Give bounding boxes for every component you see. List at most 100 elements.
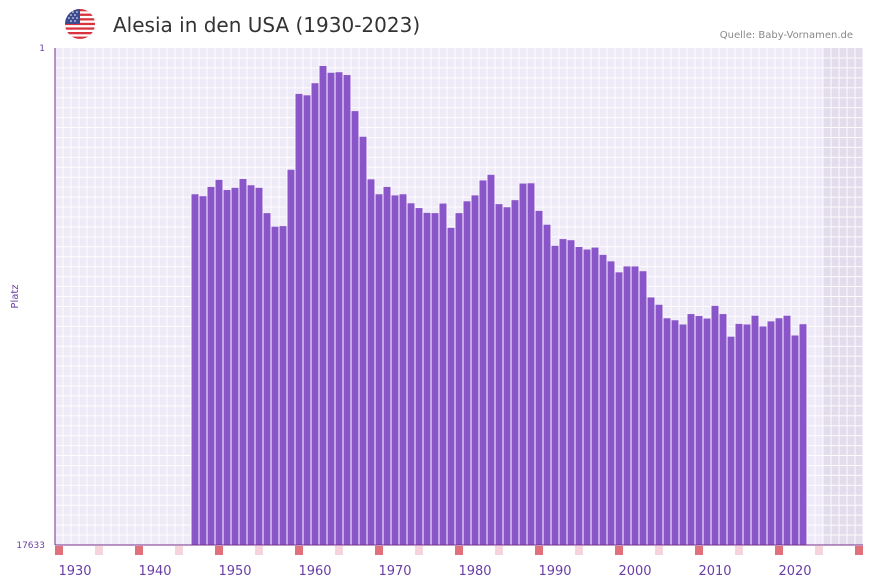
x-tick-label: 2020: [778, 564, 811, 579]
decade-markers: [55, 546, 863, 555]
bar-1958: [295, 93, 303, 546]
bar-1989: [543, 224, 551, 545]
bar-2011: [719, 314, 727, 545]
bar-1998: [615, 272, 623, 545]
year-marker-1943: [175, 546, 183, 555]
year-marker-1958: [295, 546, 303, 555]
bar-1957: [287, 169, 295, 545]
bar-1946: [199, 196, 207, 545]
bar-2012: [727, 336, 735, 545]
bar-1973: [415, 208, 423, 545]
year-marker-1968: [375, 546, 383, 555]
bar-1988: [535, 210, 543, 546]
year-marker-2028: [855, 546, 863, 555]
year-marker-2003: [655, 546, 663, 555]
bar-2007: [687, 314, 695, 545]
bar-1959: [303, 95, 311, 545]
bar-1982: [487, 174, 495, 545]
bar-2002: [647, 297, 655, 545]
bar-1961: [319, 66, 327, 545]
bar-2015: [751, 315, 759, 545]
bar-1977: [447, 227, 455, 545]
bar-1981: [479, 180, 487, 546]
bar-1967: [367, 179, 375, 546]
bar-1987: [527, 183, 535, 545]
bar-1951: [239, 179, 247, 546]
bar-1962: [327, 72, 335, 546]
year-marker-2013: [735, 546, 743, 555]
bar-2001: [639, 271, 647, 545]
bar-2004: [663, 318, 671, 545]
year-marker-1948: [215, 546, 223, 555]
x-tick-label: 1980: [458, 564, 491, 579]
year-marker-2018: [775, 546, 783, 555]
year-marker-1928: [55, 546, 63, 555]
x-tick-label: 1950: [218, 564, 251, 579]
bar-2003: [655, 304, 663, 545]
bar-1963: [335, 72, 343, 546]
bar-1950: [231, 187, 239, 545]
y-tick-label: 1: [39, 44, 45, 54]
bar-1945: [191, 194, 199, 545]
bar-2019: [783, 315, 791, 545]
bar-2010: [711, 305, 719, 545]
bar-1985: [511, 200, 519, 545]
bar-1993: [575, 246, 583, 545]
bar-2016: [759, 326, 767, 545]
bar-1978: [455, 213, 463, 545]
bar-1953: [255, 187, 263, 545]
x-tick-label: 1990: [538, 564, 571, 579]
year-marker-1983: [495, 546, 503, 555]
bar-1952: [247, 185, 255, 545]
bar-1986: [519, 183, 527, 545]
bar-1979: [463, 201, 471, 545]
bar-2020: [791, 335, 799, 545]
x-tick-label: 1960: [298, 564, 331, 579]
x-tick-label: 2000: [618, 564, 651, 579]
bar-2017: [767, 321, 775, 545]
bar-1999: [623, 266, 631, 545]
bar-1970: [391, 195, 399, 545]
bar-1956: [279, 226, 287, 545]
bar-1966: [359, 136, 367, 545]
bar-1991: [559, 239, 567, 546]
bar-1949: [223, 190, 231, 545]
year-marker-1978: [455, 546, 463, 555]
bar-1948: [215, 179, 223, 545]
bar-1983: [495, 204, 503, 545]
y-axis-ticks: 1 17633: [16, 44, 45, 551]
bar-2006: [679, 324, 687, 545]
bar-2021: [799, 324, 807, 545]
bar-1972: [407, 203, 415, 546]
bar-2005: [671, 320, 679, 545]
bar-1996: [599, 254, 607, 545]
chart-title: Alesia in den USA (1930-2023): [113, 13, 421, 37]
bar-2014: [743, 324, 751, 545]
year-marker-1993: [575, 546, 583, 555]
bar-1975: [431, 213, 439, 545]
year-marker-2008: [695, 546, 703, 555]
year-marker-1963: [335, 546, 343, 555]
bar-1994: [583, 249, 591, 545]
year-marker-1933: [95, 546, 103, 555]
bar-1984: [503, 207, 511, 546]
bar-1992: [567, 240, 575, 546]
bar-1947: [207, 186, 215, 546]
x-tick-label: 2010: [698, 564, 731, 579]
bar-1976: [439, 203, 447, 545]
bar-1960: [311, 83, 319, 545]
x-tick-label: 1970: [378, 564, 411, 579]
bar-1971: [399, 194, 407, 545]
bar-1969: [383, 186, 391, 546]
bar-1954: [263, 213, 271, 545]
y-tick-label: 17633: [16, 541, 45, 551]
x-tick-label: 1930: [58, 564, 91, 579]
x-axis-ticks: 1930 1940 1950 1960 1970 1980 1990 2000 2010 2020: [58, 564, 811, 579]
bar-2000: [631, 266, 639, 545]
bar-1964: [343, 75, 351, 545]
y-axis-label: Platz: [10, 284, 21, 308]
x-tick-label: 1940: [138, 564, 171, 579]
bar-1980: [471, 195, 479, 545]
year-marker-1998: [615, 546, 623, 555]
bar-1995: [591, 247, 599, 545]
